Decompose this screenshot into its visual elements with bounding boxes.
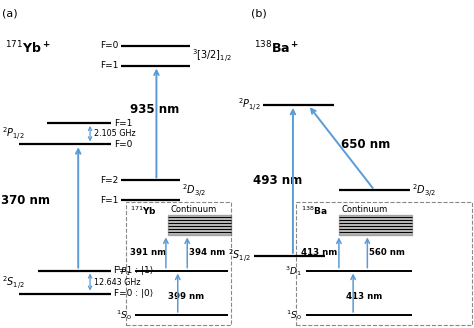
Text: (a): (a) (2, 8, 18, 18)
Text: $^1S_0$: $^1S_0$ (286, 308, 302, 322)
Text: 413 nm: 413 nm (301, 248, 337, 257)
Text: $^{138}$$\mathbf{Ba^+}$: $^{138}$$\mathbf{Ba^+}$ (254, 39, 299, 56)
Text: F=0: F=0 (100, 41, 118, 51)
Text: 399 nm: 399 nm (168, 292, 204, 300)
Text: 493 nm: 493 nm (253, 174, 302, 187)
Text: 413 nm: 413 nm (346, 292, 382, 300)
Text: F=0 : |0⟩: F=0 : |0⟩ (114, 289, 153, 298)
Text: (b): (b) (251, 8, 267, 18)
Text: $^2D_{3/2}$: $^2D_{3/2}$ (182, 182, 207, 199)
Text: $^2P_{1/2}$: $^2P_{1/2}$ (2, 125, 25, 142)
Text: $^2D_{3/2}$: $^2D_{3/2}$ (412, 182, 437, 199)
Text: Continuum: Continuum (171, 205, 217, 214)
Text: Continuum: Continuum (341, 205, 388, 214)
Text: F=1 : |1⟩: F=1 : |1⟩ (114, 266, 153, 275)
Text: 370 nm: 370 nm (1, 195, 50, 207)
Text: F=2: F=2 (100, 176, 118, 185)
Text: $^1P_1$: $^1P_1$ (116, 264, 131, 277)
Text: 560 nm: 560 nm (369, 248, 405, 257)
Text: F=1: F=1 (114, 118, 132, 128)
Text: F=1: F=1 (100, 195, 118, 205)
Text: F=1: F=1 (100, 61, 118, 70)
Text: $^3[3/2]_{1/2}$: $^3[3/2]_{1/2}$ (192, 47, 232, 64)
Text: F=0: F=0 (114, 140, 132, 149)
Text: $^3D_1$: $^3D_1$ (285, 264, 302, 277)
Text: $^2S_{1/2}$: $^2S_{1/2}$ (228, 247, 251, 264)
Text: 650 nm: 650 nm (341, 138, 391, 151)
Text: $^2S_{1/2}$: $^2S_{1/2}$ (2, 274, 25, 291)
Text: $^2P_{1/2}$: $^2P_{1/2}$ (238, 96, 261, 113)
Text: $^{171}$Yb: $^{171}$Yb (130, 205, 157, 217)
Text: $^1S_0$: $^1S_0$ (116, 308, 131, 322)
Text: 391 nm: 391 nm (130, 248, 166, 257)
Text: $^{138}$Ba: $^{138}$Ba (301, 205, 328, 217)
FancyBboxPatch shape (296, 202, 472, 325)
Text: 12.643 GHz: 12.643 GHz (94, 277, 140, 287)
Text: $^{171}$$\mathbf{Yb^+}$: $^{171}$$\mathbf{Yb^+}$ (5, 39, 50, 56)
Text: 2.105 GHz: 2.105 GHz (94, 129, 136, 138)
Text: 394 nm: 394 nm (189, 248, 225, 257)
FancyBboxPatch shape (126, 202, 231, 325)
Text: 935 nm: 935 nm (130, 103, 180, 116)
